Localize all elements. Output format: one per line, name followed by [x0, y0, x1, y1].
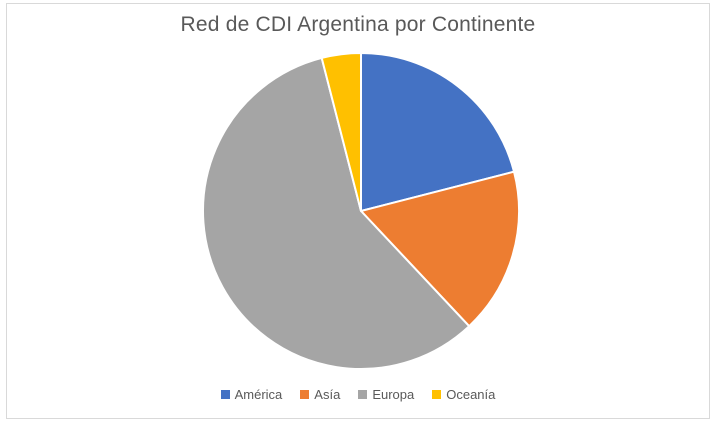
- legend-swatch: [300, 390, 310, 399]
- legend: América Asía Europa Oceanía: [7, 387, 709, 402]
- pie-slice-oceanía: [320, 52, 362, 212]
- chart-title: Red de CDI Argentina por Continente: [180, 13, 536, 36]
- legend-label: América: [234, 387, 283, 402]
- legend-item-asía: Asía: [300, 387, 340, 402]
- pie-slice-europa: [202, 56, 471, 370]
- legend-swatch: [220, 390, 230, 399]
- legend-item-europa: Europa: [358, 387, 414, 402]
- pie-chart: [202, 52, 520, 370]
- chart-area: Red de CDI Argentina por Continente Amér…: [6, 3, 710, 419]
- pie-slice-asía: [360, 170, 520, 328]
- legend-swatch: [432, 390, 442, 399]
- legend-label: Oceanía: [446, 387, 496, 402]
- legend-label: Europa: [372, 387, 415, 402]
- pie-slice-américa: [360, 52, 516, 212]
- legend-item-oceanía: Oceanía: [432, 387, 495, 402]
- legend-item-américa: América: [220, 387, 283, 402]
- legend-swatch: [358, 390, 368, 399]
- legend-label: Asía: [314, 387, 341, 402]
